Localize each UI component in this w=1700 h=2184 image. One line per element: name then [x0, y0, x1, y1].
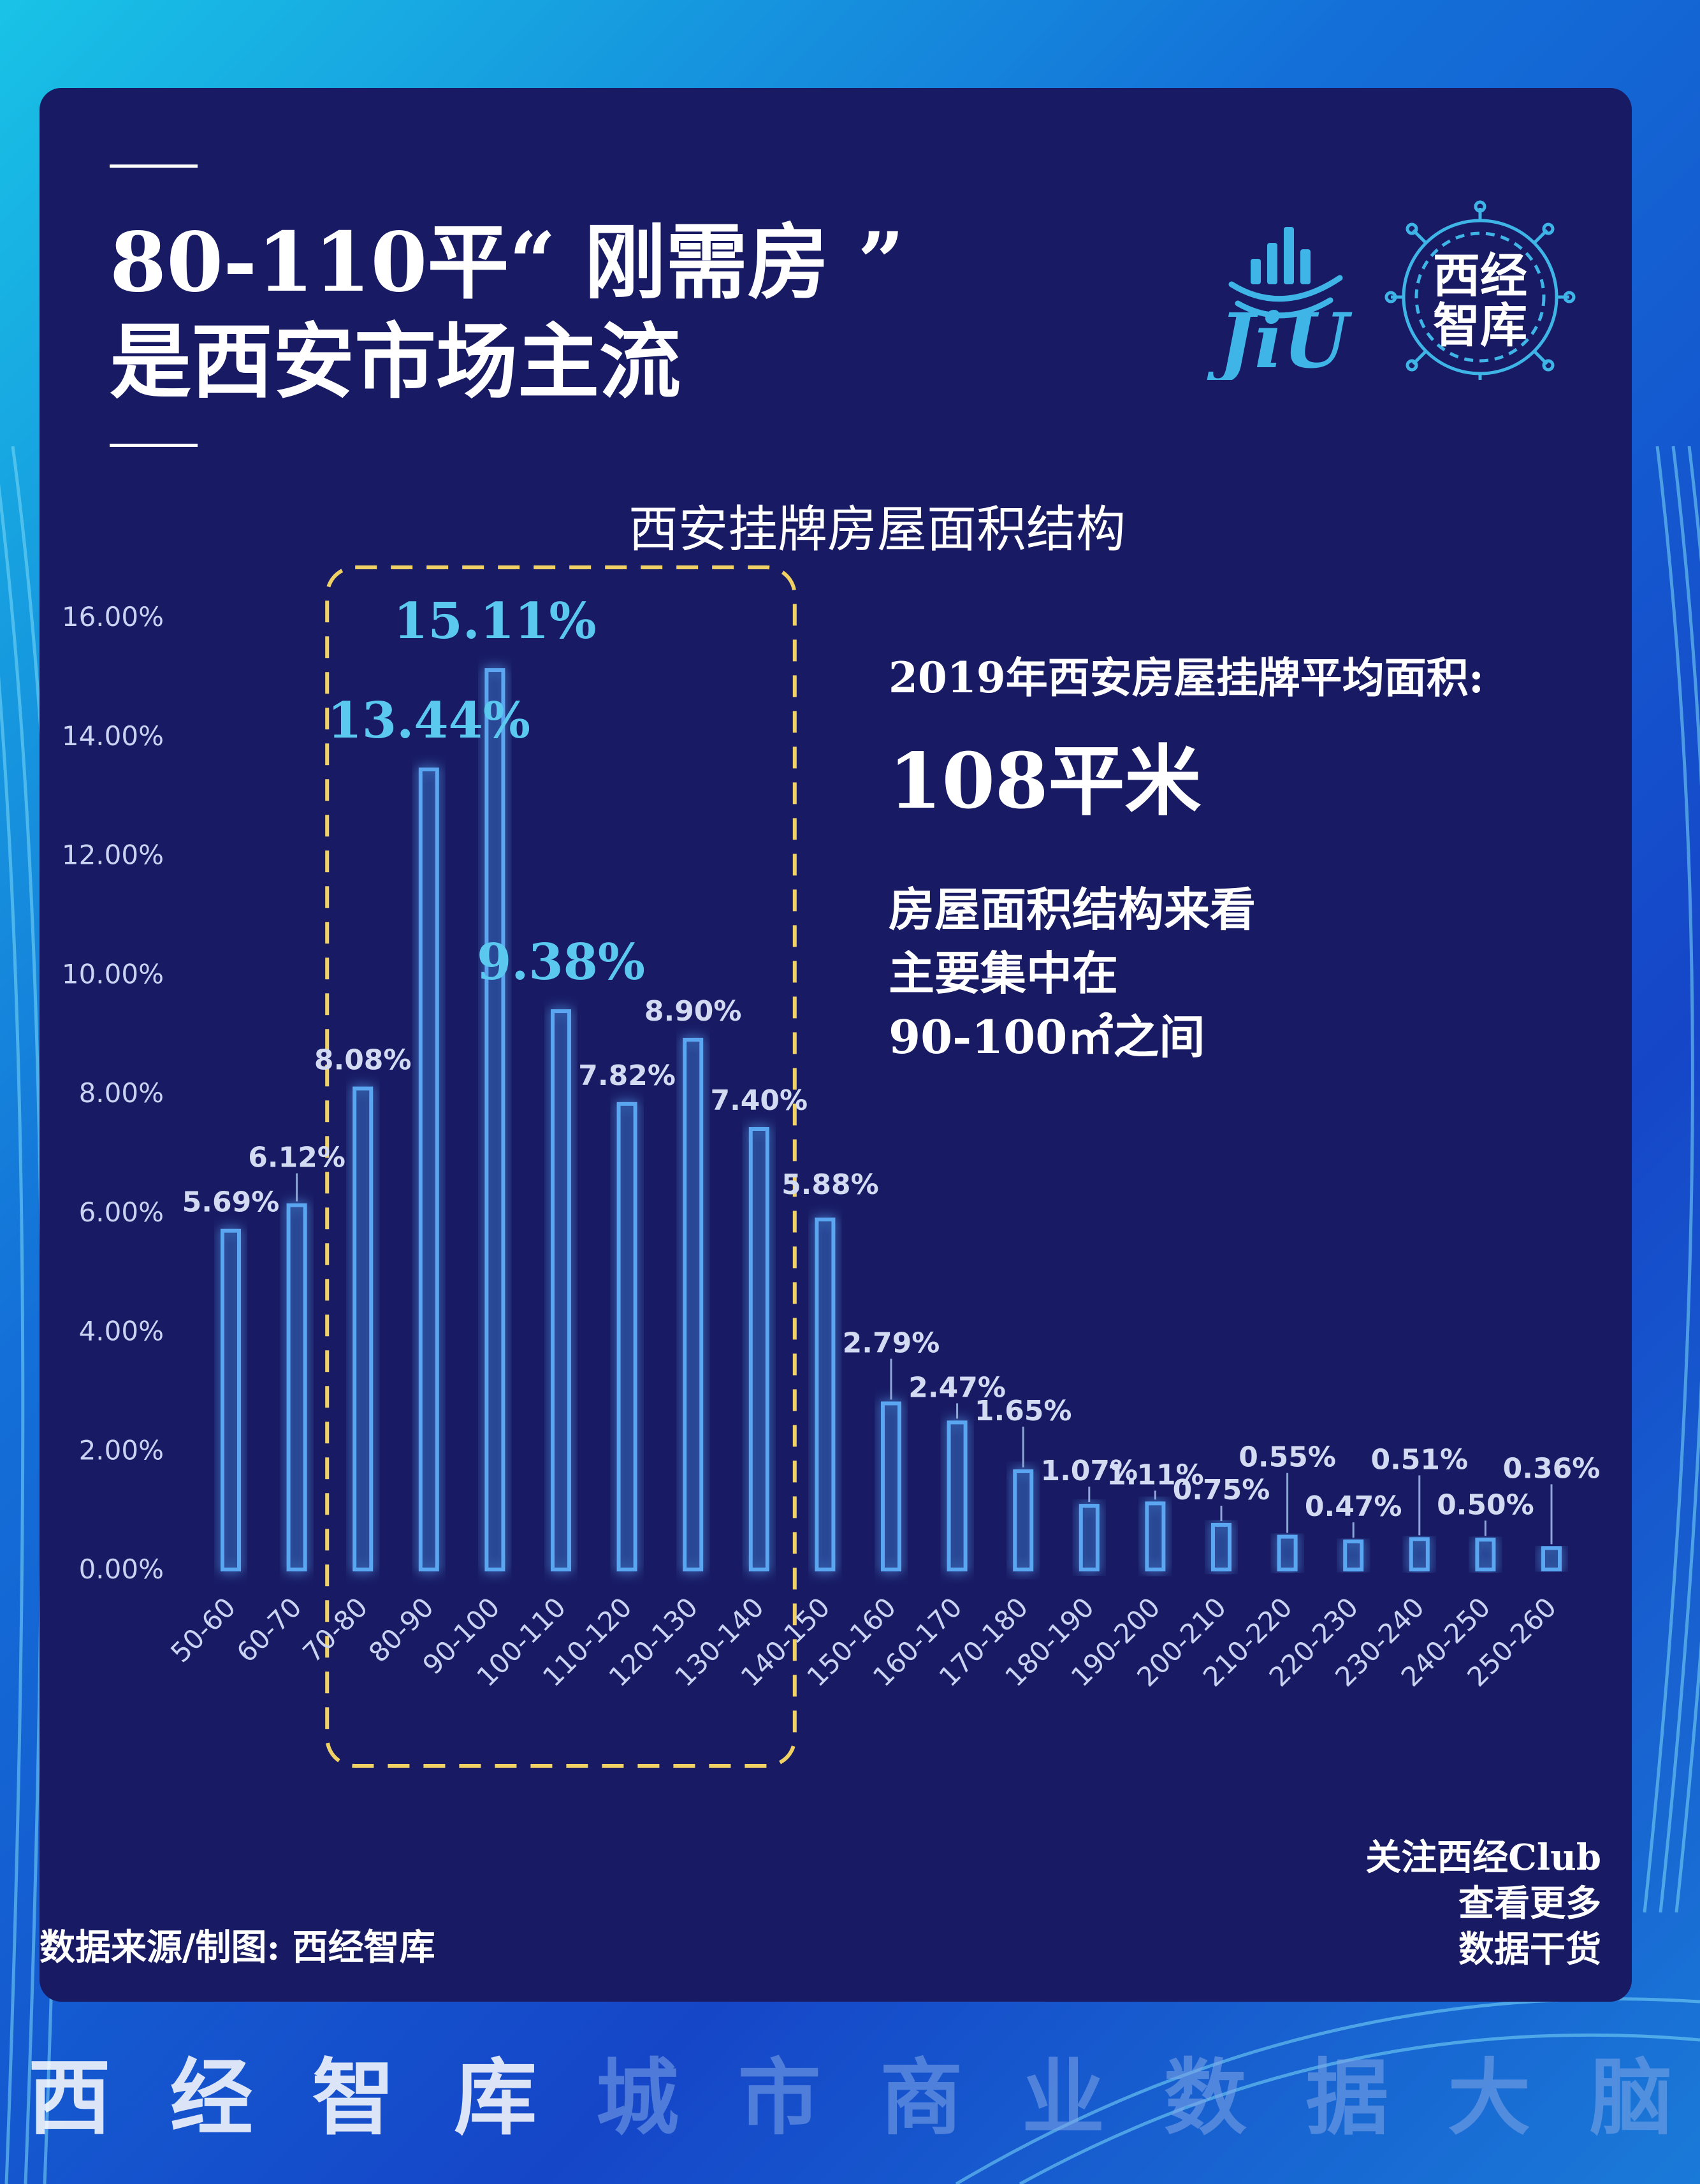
bar-140-150	[815, 1217, 836, 1571]
slogan-char: 大	[1448, 2049, 1531, 2146]
follow-line-3: 数据干货	[1458, 1928, 1601, 1970]
slogan-char: 智	[312, 2049, 395, 2146]
title-rule-top	[110, 164, 198, 168]
bar-240-250	[1475, 1538, 1496, 1571]
data-label: 7.82%	[578, 1059, 676, 1092]
slogan-char: 数	[1163, 2049, 1247, 2146]
slogan-char: 脑	[1589, 2049, 1673, 2146]
content-panel: 80-110平“ 刚需房 ” 是西安市场主流 JiU 西经 智库 西安挂牌房屋面…	[40, 88, 1632, 2002]
bar-90-100	[484, 668, 505, 1571]
follow-line-2: 查看更多	[1458, 1882, 1601, 1925]
bar-130-140	[748, 1127, 769, 1571]
slogan-char: 商	[880, 2049, 963, 2146]
y-tick-label: 10.00%	[62, 958, 164, 989]
bar-70-80	[352, 1086, 374, 1571]
data-label: 1.65%	[975, 1395, 1072, 1427]
bar-150-160	[881, 1401, 901, 1571]
bar-50-60	[221, 1228, 241, 1572]
page-title: 80-110平“ 刚需房 ” 是西安市场主流	[110, 213, 904, 412]
slogan-char: 经	[170, 2049, 253, 2146]
x-tick-label: 50-60	[164, 1591, 242, 1668]
data-label: 6.12%	[248, 1142, 345, 1174]
brand-cn-bottom: 智库	[1433, 298, 1527, 353]
brand-latin-text: JiU	[1207, 296, 1353, 380]
follow-line-1: 关注西经Club	[1365, 1837, 1601, 1879]
slogan-char: 据	[1305, 2049, 1389, 2146]
bar-160-170	[947, 1420, 968, 1572]
y-tick-label: 2.00%	[79, 1434, 164, 1466]
title-line-1: 80-110平“ 刚需房 ”	[110, 215, 904, 310]
note-line-2: 主要集中在	[889, 946, 1119, 1000]
y-tick-label: 12.00%	[62, 840, 164, 871]
title-rule-bottom	[110, 444, 198, 447]
chart-icon	[1251, 227, 1311, 284]
slogan-banner: 西经智库城市商业数据大脑	[28, 2027, 1673, 2155]
bar-100-110	[551, 1009, 571, 1571]
data-label: 0.51%	[1370, 1443, 1468, 1476]
title-line-2: 是西安市场主流	[110, 314, 681, 410]
chart-title: 西安挂牌房屋面积结构	[628, 501, 1126, 558]
bar-200-210	[1211, 1522, 1231, 1571]
slogan-char: 城	[595, 2049, 679, 2146]
data-label: 8.90%	[644, 995, 742, 1028]
bar-120-130	[683, 1037, 704, 1571]
data-label: 9.38%	[477, 933, 645, 991]
note-line-3: 90-100㎡之间	[889, 1010, 1205, 1064]
data-label: 0.47%	[1305, 1490, 1402, 1523]
x-tick-label: 70-80	[296, 1591, 374, 1668]
bar-60-70	[286, 1203, 307, 1572]
bar-80-90	[418, 768, 439, 1571]
slogan-char: 库	[454, 2049, 537, 2146]
data-label: 0.50%	[1437, 1489, 1534, 1521]
bar-180-190	[1079, 1504, 1100, 1572]
data-label: 1.11%	[1107, 1459, 1204, 1491]
bar-250-260	[1541, 1546, 1562, 1572]
bar-chart: 0.00% 2.00% 4.00% 6.00% 8.00% 10.00% 12.00% 14.…	[62, 565, 1601, 1768]
circuit-ring-icon	[1384, 200, 1576, 380]
y-tick-label: 8.00%	[79, 1077, 164, 1109]
avg-area-label: 2019年西安房屋挂牌平均面积:	[889, 653, 1485, 703]
follow-callout: 关注西经Club 查看更多 数据干货	[1365, 1835, 1601, 1972]
brand-cn-top: 西经	[1433, 249, 1527, 303]
bar-110-120	[616, 1102, 637, 1571]
slogan-char: 西	[28, 2049, 112, 2146]
data-label: 5.69%	[182, 1186, 280, 1219]
y-tick-label: 14.00%	[62, 720, 164, 752]
data-label: 8.08%	[314, 1044, 412, 1077]
y-tick-label: 4.00%	[79, 1316, 164, 1347]
slogan-char: 市	[737, 2049, 821, 2146]
data-label: 15.11%	[393, 592, 596, 650]
y-tick-label: 16.00%	[62, 601, 164, 632]
data-label: 1.07%	[1040, 1455, 1138, 1487]
brand-logo: JiU 西经 智库	[1207, 200, 1576, 380]
data-label: 2.79%	[843, 1327, 940, 1359]
bar-190-200	[1145, 1501, 1166, 1572]
y-tick-label: 6.00%	[79, 1197, 164, 1228]
data-label: 13.44%	[328, 692, 530, 750]
bar-210-220	[1277, 1534, 1298, 1572]
data-label: 0.75%	[1173, 1474, 1270, 1506]
bar-220-230	[1343, 1540, 1364, 1572]
data-label: 7.40%	[710, 1084, 808, 1117]
data-label: 5.88%	[781, 1168, 879, 1201]
x-tick-label: 60-70	[231, 1591, 308, 1668]
avg-area-value: 108平米	[889, 736, 1202, 826]
bar-170-180	[1013, 1469, 1034, 1571]
y-tick-label: 0.00%	[79, 1554, 164, 1585]
bar-230-240	[1409, 1537, 1430, 1571]
data-label: 0.55%	[1239, 1441, 1336, 1474]
data-label: 2.47%	[908, 1371, 1006, 1404]
note-line-1: 房屋面积结构来看	[889, 882, 1256, 936]
data-source: 数据来源/制图: 西经智库	[40, 1926, 435, 1969]
slogan-char: 业	[1022, 2049, 1105, 2146]
data-label: 0.36%	[1503, 1452, 1601, 1485]
